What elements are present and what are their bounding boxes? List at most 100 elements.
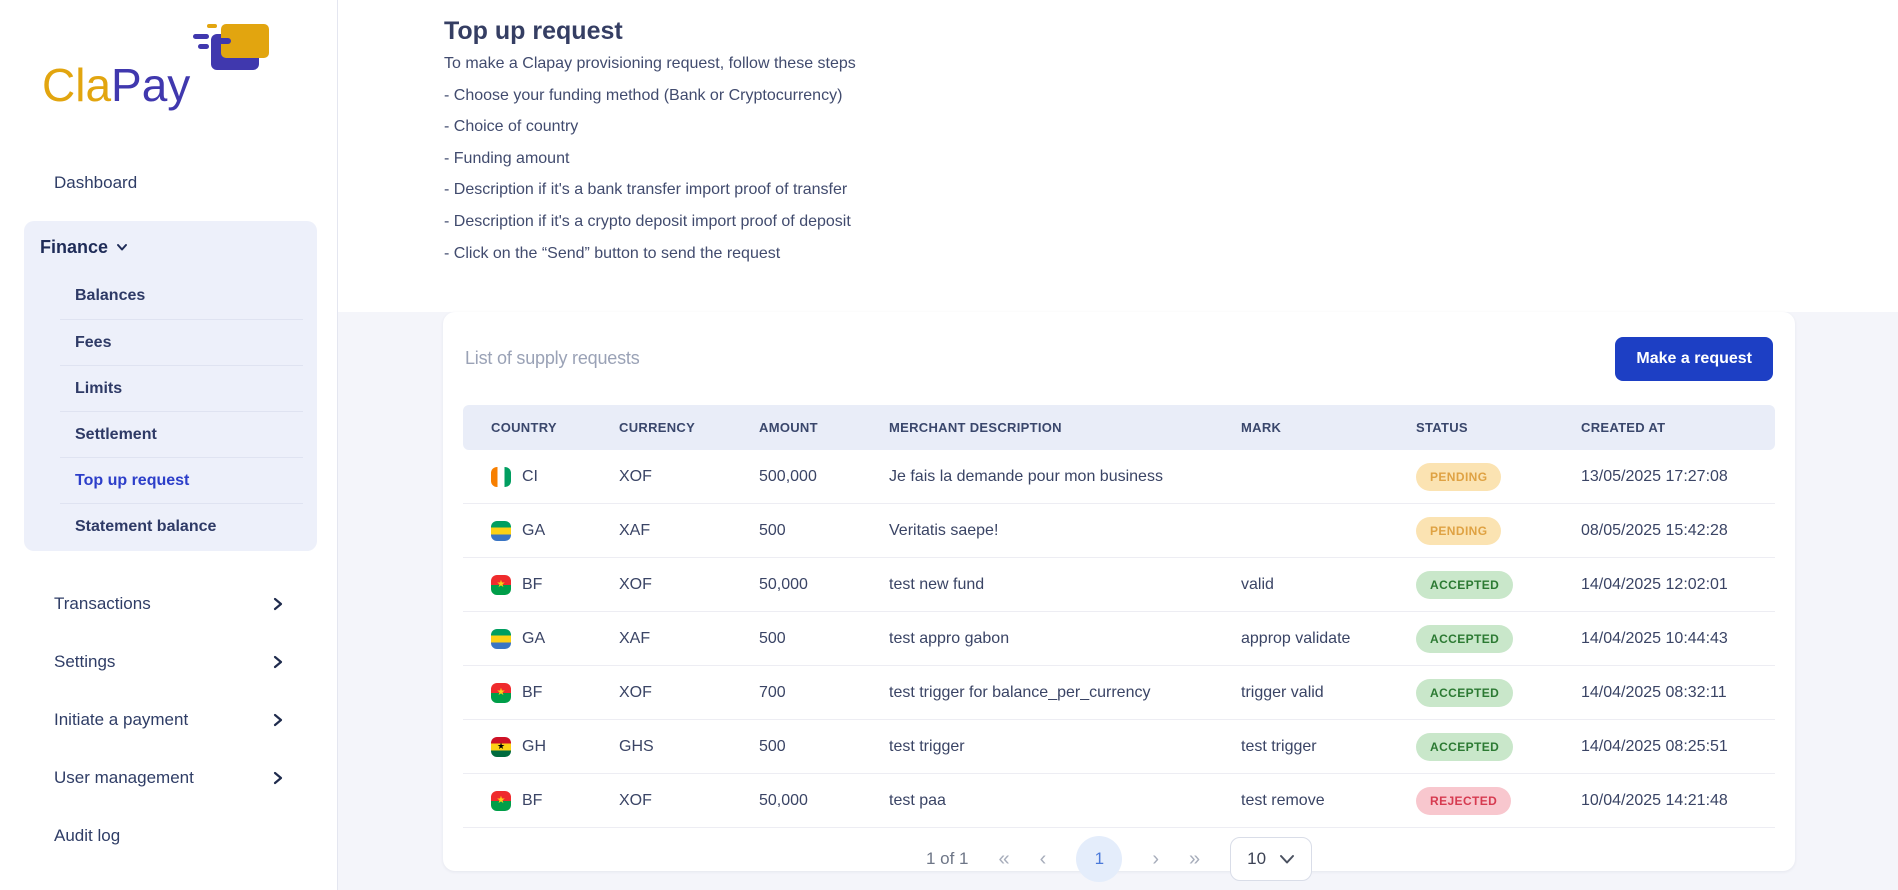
currency-cell: XAF: [591, 611, 731, 666]
status-badge: PENDING: [1416, 516, 1502, 545]
previous-page-icon[interactable]: ‹: [1039, 847, 1047, 870]
sidebar-item-initiate-a-payment[interactable]: Initiate a payment: [0, 691, 337, 749]
card-title: List of supply requests: [465, 348, 640, 368]
last-page-icon[interactable]: »: [1188, 847, 1201, 870]
sidebar-item-transactions[interactable]: Transactions: [0, 575, 337, 633]
initiate-a-payment-label: Initiate a payment: [54, 710, 189, 729]
page-size-value: 10: [1247, 849, 1267, 868]
created-at-cell: 14/04/2025 12:02:01: [1553, 557, 1775, 612]
supply-requests-card: List of supply requests Make a request C…: [443, 312, 1795, 882]
amount-cell: 50,000: [731, 557, 861, 612]
mark-cell: test trigger: [1213, 719, 1388, 774]
table-row: GA XAF 500 Veritatis saepe! PENDING 08/0…: [463, 503, 1775, 558]
transactions-label: Transactions: [54, 594, 151, 613]
country-code: BF: [522, 791, 543, 809]
finance-group: Finance Balances Fees Limits Settlement …: [24, 221, 317, 551]
description-cell: test new fund: [861, 557, 1213, 612]
amount-cell: 700: [731, 665, 861, 720]
status-badge: ACCEPTED: [1416, 624, 1514, 653]
pagination: 1 of 1 « ‹ 1 › » 10: [463, 828, 1775, 890]
description-cell: test trigger: [861, 719, 1213, 774]
sidebar: ClaPay Dashboard Finance Balances Fees L…: [0, 0, 338, 890]
sidebar-item-audit-log[interactable]: Audit log: [0, 807, 337, 865]
logo-card-icon: [193, 24, 269, 70]
table-row: BF XOF 50,000 test paa test remove REJEC…: [463, 773, 1775, 828]
next-page-icon[interactable]: ›: [1152, 847, 1159, 870]
country-flag-icon: [491, 628, 511, 649]
mark-cell: approp validate: [1213, 611, 1388, 666]
make-a-request-button[interactable]: Make a request: [1615, 336, 1773, 381]
column-header-status: STATUS: [1388, 405, 1553, 450]
statement-balance-label: Statement balance: [75, 517, 217, 535]
created-at-cell: 14/04/2025 08:32:11: [1553, 665, 1775, 720]
sidebar-item-user-management[interactable]: User management: [0, 749, 337, 807]
created-at-cell: 13/05/2025 17:27:08: [1553, 450, 1775, 504]
step-item: - Description if it's a crypto deposit i…: [444, 212, 851, 230]
currency-cell: XOF: [591, 450, 731, 504]
country-flag-icon: [491, 682, 511, 703]
country-code: GA: [522, 521, 546, 539]
finance-sublist: Balances Fees Limits Settlement Top up r…: [60, 273, 303, 551]
sidebar-item-dashboard[interactable]: Dashboard: [0, 158, 337, 208]
card-header: List of supply requests Make a request: [463, 312, 1775, 405]
amount-cell: 500: [731, 503, 861, 558]
column-header-amount: AMOUNT: [731, 405, 861, 450]
settlement-label: Settlement: [75, 425, 157, 443]
page-size-select[interactable]: 10: [1230, 837, 1313, 881]
sidebar-item-statement-balance[interactable]: Statement balance: [60, 503, 303, 549]
currency-cell: XAF: [591, 503, 731, 558]
mark-cell: trigger valid: [1213, 665, 1388, 720]
current-page-button[interactable]: 1: [1076, 836, 1123, 882]
status-badge: REJECTED: [1416, 786, 1512, 815]
logo-word-blue: Pay: [111, 59, 191, 111]
country-code: BF: [522, 683, 543, 701]
country-flag-icon: [491, 736, 511, 757]
country-flag-icon: [491, 466, 511, 487]
mark-cell: [1213, 450, 1388, 504]
column-header-currency: CURRENCY: [591, 405, 731, 450]
column-header-mark: MARK: [1213, 405, 1388, 450]
step-item: - Funding amount: [444, 149, 570, 167]
table-row: BF XOF 700 test trigger for balance_per_…: [463, 665, 1775, 720]
status-badge: PENDING: [1416, 462, 1502, 491]
sidebar-item-fees[interactable]: Fees: [60, 319, 303, 365]
sidebar-links: Transactions Settings Initiate a payment…: [0, 575, 337, 865]
column-header-created-at: CREATED AT: [1553, 405, 1775, 450]
mark-cell: [1213, 503, 1388, 558]
fees-label: Fees: [75, 333, 112, 351]
sidebar-item-limits[interactable]: Limits: [60, 365, 303, 411]
table-header-row: COUNTRY CURRENCY AMOUNT MERCHANT DESCRIP…: [463, 405, 1775, 450]
mark-cell: test remove: [1213, 773, 1388, 828]
intro-text: To make a Clapay provisioning request, f…: [444, 55, 856, 72]
table-row: CI XOF 500,000 Je fais la demande pour m…: [463, 450, 1775, 504]
chevron-right-icon: [273, 771, 283, 785]
created-at-cell: 08/05/2025 15:42:28: [1553, 503, 1775, 558]
logo[interactable]: ClaPay: [0, 0, 337, 150]
settings-label: Settings: [54, 652, 116, 671]
sidebar-item-settings[interactable]: Settings: [0, 633, 337, 691]
page-title: Top up request: [444, 17, 623, 45]
country-flag-icon: [491, 790, 511, 811]
chevron-down-icon: [1280, 855, 1295, 864]
amount-cell: 500: [731, 719, 861, 774]
top-up-request-label: Top up request: [75, 471, 190, 489]
description-cell: test paa: [861, 773, 1213, 828]
step-item: - Description if it's a bank transfer im…: [444, 181, 848, 199]
sidebar-item-top-up-request[interactable]: Top up request: [60, 457, 303, 503]
logo-wordmark: ClaPay: [42, 58, 190, 112]
limits-label: Limits: [75, 379, 123, 397]
main-area: Top up request To make a Clapay provisio…: [338, 0, 1898, 890]
first-page-icon[interactable]: «: [998, 847, 1010, 870]
status-badge: ACCEPTED: [1416, 570, 1514, 599]
finance-label: Finance: [40, 236, 109, 257]
mark-cell: valid: [1213, 557, 1388, 612]
country-code: GH: [522, 737, 546, 755]
sidebar-item-finance[interactable]: Finance: [24, 221, 317, 273]
sidebar-item-settlement[interactable]: Settlement: [60, 411, 303, 457]
country-code: BF: [522, 575, 543, 593]
currency-cell: XOF: [591, 665, 731, 720]
sidebar-item-balances[interactable]: Balances: [60, 273, 303, 319]
step-item: - Choose your funding method (Bank or Cr…: [444, 86, 843, 104]
country-flag-icon: [491, 574, 511, 595]
country-flag-icon: [491, 520, 511, 541]
